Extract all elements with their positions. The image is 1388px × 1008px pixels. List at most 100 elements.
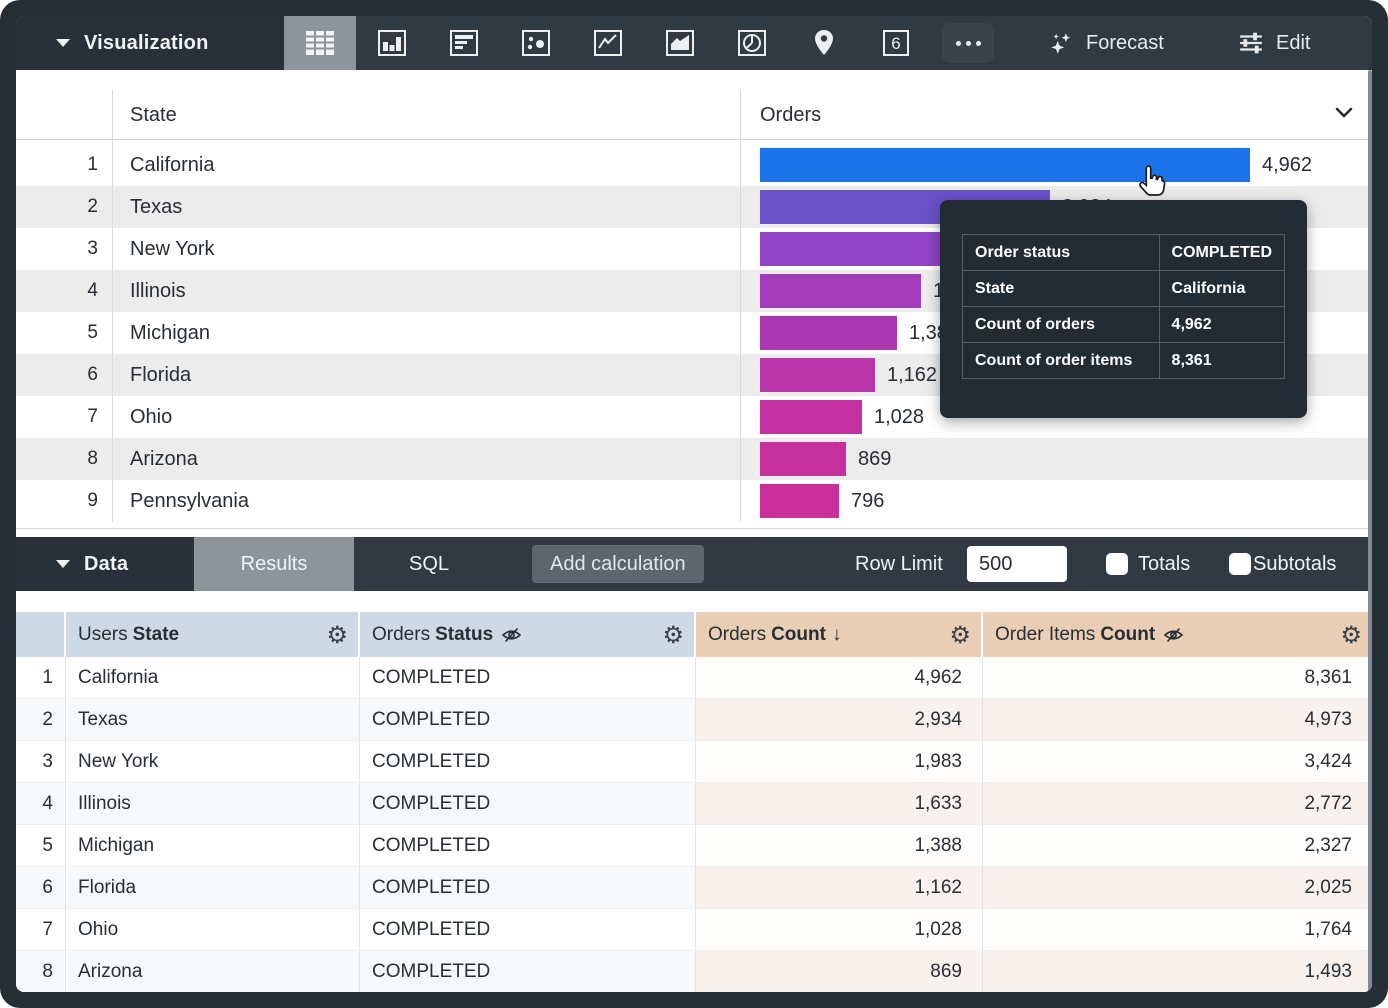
row-number-cell: 1 xyxy=(16,657,66,699)
gear-icon[interactable]: ⚙ xyxy=(662,620,684,649)
status-cell: COMPLETED xyxy=(360,657,696,699)
row-number: 6 xyxy=(87,364,98,385)
order-items-count-cell: 2,327 xyxy=(983,825,1372,867)
table-row: 8 Arizona COMPLETED 869 1,493 xyxy=(16,951,1372,992)
viz-row: 1 California 4,962 xyxy=(16,144,1372,186)
column-field: Count xyxy=(771,623,826,645)
row-number-cell: 7 xyxy=(16,909,66,951)
bar-value-label: 1,162 xyxy=(887,364,938,386)
orders-count-cell: 1,028 xyxy=(696,909,983,951)
gear-icon[interactable]: ⚙ xyxy=(326,620,348,649)
edit-label: Edit xyxy=(1276,31,1311,54)
viz-tab-line-chart[interactable] xyxy=(572,16,644,70)
orders-bar[interactable] xyxy=(760,232,956,266)
orders-bar[interactable] xyxy=(760,400,862,434)
orders-bar[interactable] xyxy=(760,358,875,392)
gear-icon[interactable]: ⚙ xyxy=(1340,620,1362,649)
state-label: Pennsylvania xyxy=(130,490,249,512)
results-table-header: Users State ⚙ Orders Status ⚙ Orders Cou… xyxy=(16,612,1372,657)
row-number-cell: 5 xyxy=(16,825,66,867)
viz-tab-pie-chart[interactable] xyxy=(716,16,788,70)
forecast-button[interactable]: Forecast xyxy=(1048,16,1164,70)
bar-chart-icon xyxy=(450,30,478,56)
tooltip-label: State xyxy=(962,270,1160,307)
column-prefix: Orders xyxy=(708,623,767,645)
table-row: 2 Texas COMPLETED 2,934 4,973 xyxy=(16,699,1372,741)
tab-results[interactable]: Results xyxy=(194,537,354,591)
orders-count-cell: 1,162 xyxy=(696,867,983,909)
table-row: 1 California COMPLETED 4,962 8,361 xyxy=(16,657,1372,699)
viz-tab-area-chart[interactable] xyxy=(644,16,716,70)
orders-count-cell: 2,934 xyxy=(696,699,983,741)
state-label: Ohio xyxy=(130,406,173,428)
tab-sql[interactable]: SQL xyxy=(354,537,504,591)
order-items-count-cell: 1,493 xyxy=(983,951,1372,992)
single-value-icon: 6 xyxy=(883,30,909,56)
orders-bar[interactable] xyxy=(760,442,846,476)
area-chart-icon xyxy=(666,30,694,56)
row-number-cell: 2 xyxy=(16,699,66,741)
viz-tab-map[interactable] xyxy=(788,16,860,70)
state-cell: Ohio xyxy=(66,909,360,951)
column-header-users-state[interactable]: Users State ⚙ xyxy=(66,612,360,657)
column-header-order-items-count[interactable]: Order Items Count ⚙ xyxy=(983,612,1372,657)
tooltip-value: COMPLETED xyxy=(1158,234,1286,271)
orders-bar[interactable] xyxy=(760,484,839,518)
add-calculation-button[interactable]: Add calculation xyxy=(532,545,704,583)
bar-value-label: 869 xyxy=(858,448,892,470)
tooltip-row: Count of orders 4,962 xyxy=(962,306,1286,343)
row-number: 9 xyxy=(87,490,98,511)
column-prefix: Order Items xyxy=(995,623,1096,645)
column-chart-icon xyxy=(378,30,406,56)
viz-row: 9 Pennsylvania 796 xyxy=(16,480,1372,522)
viz-tab-scatter[interactable] xyxy=(500,16,572,70)
orders-bar[interactable] xyxy=(760,274,921,308)
tooltip-value: California xyxy=(1158,270,1286,307)
status-cell: COMPLETED xyxy=(360,699,696,741)
column-header-orders-status[interactable]: Orders Status ⚙ xyxy=(360,612,696,657)
gear-icon[interactable]: ⚙ xyxy=(949,620,971,649)
viz-tab-column-chart[interactable] xyxy=(356,16,428,70)
row-number: 5 xyxy=(87,322,98,343)
data-section-toggle[interactable]: Data xyxy=(16,537,194,591)
state-label: Arizona xyxy=(130,448,198,470)
column-prefix: Users xyxy=(78,623,128,645)
tooltip-value: 4,962 xyxy=(1158,306,1286,343)
row-limit-input[interactable] xyxy=(967,546,1067,582)
state-cell: New York xyxy=(66,741,360,783)
row-number: 4 xyxy=(87,280,98,301)
edit-button[interactable]: Edit xyxy=(1238,16,1310,70)
viz-row: 5 Michigan 1,388 xyxy=(16,312,1372,354)
row-number: 8 xyxy=(87,448,98,469)
viz-tab-single-value[interactable]: 6 xyxy=(860,16,932,70)
subtotals-label: Subtotals xyxy=(1253,553,1337,575)
row-number-header xyxy=(16,612,66,657)
chevron-down-icon[interactable] xyxy=(1334,107,1354,119)
order-items-count-cell: 2,025 xyxy=(983,867,1372,909)
totals-label: Totals xyxy=(1138,553,1191,575)
table-row: 4 Illinois COMPLETED 1,633 2,772 xyxy=(16,783,1372,825)
column-header-orders-count[interactable]: Orders Count ↓ ⚙ xyxy=(696,612,983,657)
viz-tab-bar-chart[interactable] xyxy=(428,16,500,70)
state-label: Michigan xyxy=(130,322,211,344)
tooltip-row: Count of order items 8,361 xyxy=(962,342,1286,379)
visualization-section-toggle[interactable]: Visualization xyxy=(16,16,284,70)
viz-tab-more[interactable] xyxy=(932,16,1004,70)
chart-tooltip: Order status COMPLETED State California Coun… xyxy=(940,200,1307,418)
vertical-scrollbar[interactable] xyxy=(1368,70,1372,992)
viz-row: 8 Arizona 869 xyxy=(16,438,1372,480)
hidden-eye-icon xyxy=(1163,627,1184,642)
subtotals-checkbox[interactable] xyxy=(1229,553,1251,575)
orders-bar[interactable] xyxy=(760,316,897,350)
state-label: Florida xyxy=(130,364,192,386)
row-number-cell: 3 xyxy=(16,741,66,783)
orders-bar[interactable] xyxy=(760,148,1250,182)
tooltip-table: Order status COMPLETED State California Coun… xyxy=(962,234,1286,379)
totals-checkbox[interactable] xyxy=(1106,553,1128,575)
section-divider xyxy=(16,528,1372,529)
row-number: 3 xyxy=(87,238,98,259)
table-row: 5 Michigan COMPLETED 1,388 2,327 xyxy=(16,825,1372,867)
visualization-toolbar: Visualization xyxy=(16,16,1372,70)
viz-tab-table[interactable] xyxy=(284,16,356,70)
row-number-cell: 8 xyxy=(16,951,66,992)
